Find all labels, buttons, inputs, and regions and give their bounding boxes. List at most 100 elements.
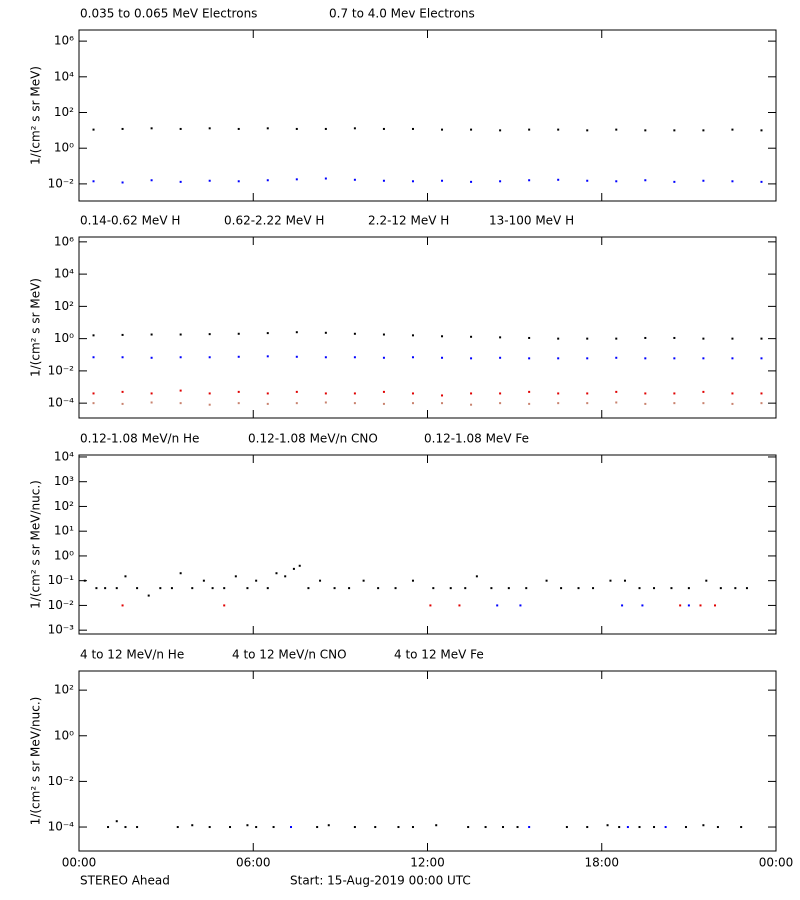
y-axis-label: 1/(cm² s sr MeV): [29, 278, 43, 377]
data-point: [684, 826, 687, 829]
data-point: [702, 390, 705, 393]
data-point: [179, 572, 182, 575]
y-tick-label: 10⁴: [54, 69, 74, 83]
data-point: [397, 826, 400, 829]
data-point: [687, 587, 690, 590]
data-point: [702, 357, 705, 360]
data-point: [525, 587, 528, 590]
data-point: [92, 180, 95, 183]
data-point: [586, 179, 589, 182]
y-tick-label: 10⁻³: [48, 623, 75, 637]
data-point: [615, 180, 618, 183]
y-tick-label: 10⁶: [54, 34, 74, 48]
data-point: [499, 129, 502, 132]
data-point: [615, 337, 618, 340]
data-point: [557, 402, 560, 405]
data-point: [705, 579, 708, 582]
y-tick-label: 10²: [54, 105, 74, 119]
data-point: [760, 180, 763, 183]
y-tick-label: 10⁰: [54, 728, 74, 742]
data-point: [319, 579, 322, 582]
data-point: [150, 333, 153, 336]
data-point: [121, 333, 124, 336]
y-tick-label: 10⁻²: [48, 598, 75, 612]
data-point: [673, 129, 676, 132]
data-point: [615, 390, 618, 393]
data-point: [124, 826, 127, 829]
data-point: [295, 390, 298, 393]
data-point: [237, 332, 240, 335]
data-point: [266, 127, 269, 130]
data-point: [246, 587, 249, 590]
data-point: [470, 357, 473, 360]
data-point: [528, 179, 531, 182]
data-point: [449, 587, 452, 590]
data-point: [528, 336, 531, 339]
x-tick-label: 18:00: [584, 856, 619, 870]
data-point: [121, 604, 124, 607]
y-tick-label: 10⁻²: [48, 774, 75, 788]
data-point: [92, 402, 95, 405]
data-point: [586, 402, 589, 405]
data-point: [295, 178, 298, 181]
data-point: [246, 824, 249, 827]
data-point: [104, 587, 107, 590]
data-point: [702, 179, 705, 182]
data-point: [528, 402, 531, 405]
data-point: [429, 604, 432, 607]
data-point: [150, 127, 153, 130]
data-point: [499, 356, 502, 359]
data-point: [592, 587, 595, 590]
data-point: [441, 179, 444, 182]
y-tick-label: 10¹: [54, 524, 74, 538]
data-point: [411, 402, 414, 405]
legend-entry: 0.035 to 0.065 MeV Electrons: [80, 7, 257, 21]
y-tick-label: 10⁴: [54, 449, 74, 463]
data-point: [394, 587, 397, 590]
footer-left: STEREO Ahead: [80, 874, 170, 888]
data-point: [83, 579, 86, 582]
data-point: [179, 389, 182, 392]
data-point: [467, 826, 470, 829]
y-tick-label: 10²: [54, 299, 74, 313]
data-point: [115, 820, 118, 823]
data-point: [234, 575, 237, 578]
legend-entry: 4 to 12 MeV/n He: [80, 648, 184, 662]
data-point: [760, 357, 763, 360]
legend-entry: 0.14-0.62 MeV H: [80, 214, 180, 228]
data-point: [586, 357, 589, 360]
data-point: [237, 180, 240, 183]
data-point: [136, 587, 139, 590]
data-point: [208, 403, 211, 406]
data-point: [731, 128, 734, 131]
data-point: [577, 587, 580, 590]
data-point: [731, 357, 734, 360]
legend-entry: 0.12-1.08 MeV/n CNO: [248, 432, 378, 446]
data-point: [191, 824, 194, 827]
data-point: [507, 587, 510, 590]
data-point: [545, 579, 548, 582]
data-point: [179, 356, 182, 359]
data-point: [411, 334, 414, 337]
data-point: [353, 392, 356, 395]
data-point: [519, 604, 522, 607]
data-point: [266, 402, 269, 405]
data-point: [179, 180, 182, 183]
y-tick-label: 10²: [54, 499, 74, 513]
data-point: [670, 587, 673, 590]
data-point: [484, 826, 487, 829]
data-point: [731, 180, 734, 183]
data-point: [565, 826, 568, 829]
data-point: [586, 129, 589, 132]
data-point: [606, 824, 609, 827]
data-point: [702, 402, 705, 405]
data-point: [702, 337, 705, 340]
data-point: [124, 575, 127, 578]
data-point: [760, 129, 763, 132]
data-point: [528, 357, 531, 360]
data-point: [644, 357, 647, 360]
data-point: [374, 826, 377, 829]
data-point: [362, 579, 365, 582]
data-point: [644, 392, 647, 395]
